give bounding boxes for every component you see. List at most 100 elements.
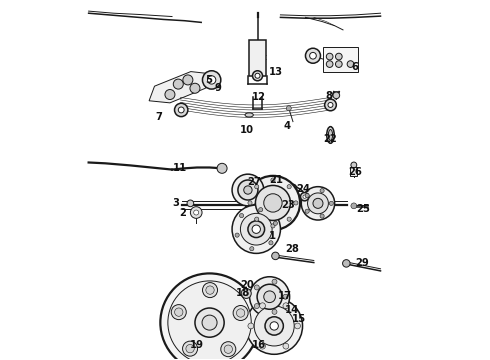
Circle shape: [260, 343, 266, 349]
Text: 6: 6: [351, 62, 358, 72]
Circle shape: [190, 83, 200, 93]
Circle shape: [308, 193, 328, 214]
Circle shape: [187, 200, 194, 207]
Circle shape: [248, 323, 254, 329]
Text: 12: 12: [252, 93, 266, 103]
Circle shape: [286, 106, 291, 111]
Circle shape: [240, 213, 244, 218]
Text: 25: 25: [356, 204, 370, 214]
Circle shape: [294, 323, 300, 329]
Text: 21: 21: [270, 175, 283, 185]
Circle shape: [272, 309, 277, 314]
Circle shape: [194, 210, 199, 215]
Circle shape: [165, 90, 175, 99]
Circle shape: [206, 286, 214, 294]
Circle shape: [174, 308, 183, 316]
Text: 20: 20: [240, 280, 254, 290]
Text: 24: 24: [296, 184, 310, 194]
Circle shape: [235, 233, 239, 237]
Circle shape: [254, 303, 259, 309]
Text: 13: 13: [270, 67, 283, 77]
Circle shape: [271, 224, 275, 228]
Circle shape: [244, 291, 248, 296]
Circle shape: [202, 283, 218, 298]
Circle shape: [273, 221, 277, 225]
Circle shape: [178, 107, 184, 113]
Circle shape: [351, 203, 357, 209]
Circle shape: [173, 79, 183, 89]
Text: 5: 5: [205, 75, 212, 85]
Circle shape: [233, 306, 248, 320]
Circle shape: [271, 178, 275, 182]
Circle shape: [168, 281, 251, 360]
Circle shape: [248, 201, 252, 205]
Circle shape: [305, 48, 320, 63]
Circle shape: [259, 208, 263, 212]
Circle shape: [217, 163, 227, 173]
Text: 28: 28: [285, 244, 299, 254]
Text: 2: 2: [179, 208, 186, 219]
Circle shape: [287, 185, 291, 189]
Ellipse shape: [245, 113, 253, 117]
Circle shape: [232, 205, 280, 253]
Bar: [323, 46, 358, 72]
Text: 8: 8: [325, 91, 332, 101]
Circle shape: [336, 61, 342, 67]
Text: 17: 17: [278, 291, 292, 301]
Circle shape: [320, 189, 324, 193]
Circle shape: [303, 195, 306, 198]
Circle shape: [333, 92, 340, 99]
Circle shape: [221, 342, 236, 357]
Circle shape: [260, 303, 266, 309]
Circle shape: [202, 315, 217, 330]
Circle shape: [252, 71, 263, 81]
Circle shape: [326, 53, 333, 60]
Circle shape: [270, 322, 278, 330]
Circle shape: [250, 247, 254, 251]
Circle shape: [328, 103, 333, 107]
Circle shape: [246, 298, 302, 354]
Circle shape: [246, 176, 300, 230]
Circle shape: [343, 260, 350, 267]
Circle shape: [265, 317, 283, 335]
Text: 1: 1: [269, 231, 276, 241]
Circle shape: [329, 201, 333, 206]
Circle shape: [283, 303, 289, 309]
Circle shape: [310, 53, 317, 59]
Circle shape: [160, 273, 259, 360]
Circle shape: [252, 225, 260, 233]
Circle shape: [264, 291, 275, 303]
Circle shape: [300, 193, 309, 201]
Bar: [350, 167, 357, 176]
Circle shape: [172, 305, 186, 320]
Ellipse shape: [328, 130, 333, 140]
Circle shape: [313, 198, 323, 208]
Text: 11: 11: [172, 163, 187, 173]
Circle shape: [269, 241, 273, 245]
Circle shape: [249, 277, 290, 317]
Circle shape: [326, 61, 333, 67]
Circle shape: [241, 213, 272, 245]
Circle shape: [202, 71, 221, 89]
Circle shape: [294, 201, 298, 205]
Circle shape: [347, 61, 354, 67]
Circle shape: [283, 294, 288, 299]
Circle shape: [254, 306, 294, 346]
Text: 27: 27: [248, 177, 262, 187]
Circle shape: [224, 345, 232, 354]
Circle shape: [174, 103, 188, 117]
Circle shape: [305, 209, 309, 213]
Circle shape: [283, 343, 289, 349]
Ellipse shape: [327, 127, 334, 143]
Bar: [249, 40, 266, 76]
Circle shape: [183, 75, 193, 85]
Text: 22: 22: [323, 134, 337, 144]
Circle shape: [183, 341, 197, 356]
Circle shape: [301, 187, 335, 220]
Circle shape: [325, 99, 336, 111]
Circle shape: [305, 193, 309, 198]
Circle shape: [255, 185, 291, 220]
Circle shape: [241, 288, 251, 298]
Circle shape: [264, 194, 282, 212]
Text: 29: 29: [355, 258, 368, 269]
